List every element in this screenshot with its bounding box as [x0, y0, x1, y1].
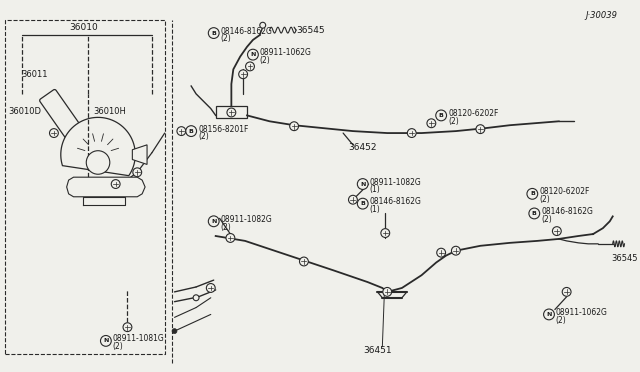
Text: (1): (1) — [369, 185, 380, 195]
Circle shape — [383, 288, 392, 296]
Text: (2): (2) — [198, 132, 209, 141]
Circle shape — [300, 257, 308, 266]
Circle shape — [209, 216, 219, 227]
Text: (2): (2) — [541, 215, 552, 224]
Text: 08120-6202F: 08120-6202F — [539, 187, 589, 196]
Text: (2): (2) — [448, 117, 459, 126]
Circle shape — [246, 62, 254, 71]
Text: 08156-8201F: 08156-8201F — [198, 125, 248, 134]
Circle shape — [527, 189, 538, 199]
Circle shape — [133, 168, 141, 177]
Circle shape — [227, 108, 236, 117]
Text: N: N — [211, 219, 216, 224]
Circle shape — [90, 155, 106, 170]
Text: B: B — [532, 211, 537, 216]
Polygon shape — [216, 106, 247, 118]
Text: N: N — [250, 52, 255, 57]
Text: (2): (2) — [221, 223, 231, 232]
Circle shape — [427, 119, 436, 128]
Text: 08146-8162G: 08146-8162G — [541, 207, 593, 216]
Circle shape — [543, 309, 554, 320]
Circle shape — [193, 295, 199, 301]
Text: B: B — [530, 191, 535, 196]
Text: B: B — [438, 113, 444, 118]
Circle shape — [436, 110, 447, 121]
Text: B: B — [360, 201, 365, 206]
Text: 08120-6202F: 08120-6202F — [448, 109, 499, 118]
Text: 36010H: 36010H — [93, 107, 126, 116]
Circle shape — [451, 246, 460, 255]
Circle shape — [100, 336, 111, 346]
Circle shape — [226, 234, 235, 243]
Circle shape — [357, 198, 368, 209]
Text: (2): (2) — [556, 316, 566, 325]
Circle shape — [290, 122, 298, 131]
Circle shape — [186, 126, 196, 137]
Circle shape — [209, 28, 219, 38]
Circle shape — [357, 179, 368, 189]
Text: N: N — [360, 182, 365, 186]
Text: 08911-1082G: 08911-1082G — [221, 215, 273, 224]
Circle shape — [177, 127, 186, 135]
Circle shape — [476, 125, 484, 134]
Circle shape — [49, 129, 58, 138]
Circle shape — [206, 283, 215, 292]
Circle shape — [436, 248, 445, 257]
Text: 36010: 36010 — [69, 23, 98, 32]
Text: 08911-1062G: 08911-1062G — [260, 48, 312, 57]
Text: N: N — [547, 312, 552, 317]
Text: 36545: 36545 — [296, 26, 324, 35]
Text: 36545: 36545 — [612, 254, 638, 263]
Circle shape — [248, 49, 259, 60]
Text: J·30039: J·30039 — [586, 11, 618, 20]
Circle shape — [86, 151, 110, 174]
Text: (2): (2) — [539, 195, 550, 204]
Circle shape — [349, 195, 357, 204]
FancyBboxPatch shape — [40, 90, 102, 167]
Text: B: B — [189, 129, 194, 134]
Text: 36010D: 36010D — [8, 107, 41, 116]
Circle shape — [260, 22, 266, 28]
Text: (2): (2) — [260, 56, 271, 65]
Circle shape — [529, 208, 540, 219]
Circle shape — [239, 70, 248, 78]
Text: 36451: 36451 — [363, 346, 392, 355]
Circle shape — [407, 129, 416, 138]
Circle shape — [95, 160, 101, 166]
Circle shape — [562, 288, 571, 296]
Text: 36011: 36011 — [22, 70, 48, 79]
Text: 36452: 36452 — [348, 143, 376, 152]
Circle shape — [111, 180, 120, 189]
Text: N: N — [103, 339, 109, 343]
Text: 08911-1081G: 08911-1081G — [113, 334, 164, 343]
Circle shape — [381, 229, 390, 237]
Polygon shape — [67, 177, 145, 197]
Text: 08146-8162G: 08146-8162G — [221, 27, 273, 36]
Circle shape — [552, 227, 561, 235]
Text: 08911-1062G: 08911-1062G — [556, 308, 608, 317]
Text: (2): (2) — [113, 342, 124, 351]
Text: 08911-1082G: 08911-1082G — [369, 177, 421, 187]
Polygon shape — [132, 145, 147, 164]
Text: 08146-8162G: 08146-8162G — [369, 197, 422, 206]
Text: (1): (1) — [369, 205, 380, 214]
Polygon shape — [61, 118, 135, 176]
Text: B: B — [211, 31, 216, 36]
Text: (2): (2) — [221, 35, 231, 44]
Circle shape — [172, 328, 177, 334]
Circle shape — [123, 323, 132, 331]
